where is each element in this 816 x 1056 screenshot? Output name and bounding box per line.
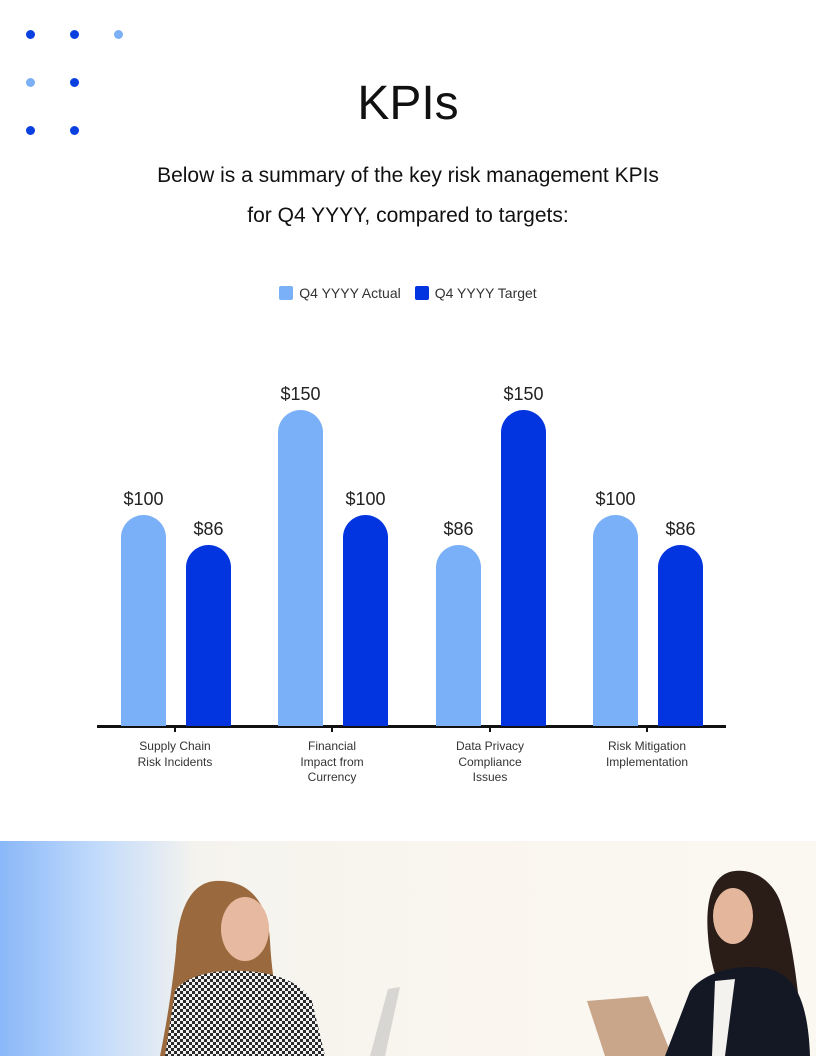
legend-item-actual: Q4 YYYY Actual (279, 285, 401, 301)
bar-value-label: $150 (503, 384, 544, 404)
x-axis-tick (489, 727, 491, 732)
bar-value-label: $86 (443, 518, 474, 539)
legend-label-target: Q4 YYYY Target (434, 285, 537, 301)
bar-target (658, 544, 703, 726)
decorative-dot (69, 29, 79, 39)
legend-item-target: Q4 YYYY Target (414, 285, 537, 301)
chart-legend: Q4 YYYY Actual Q4 YYYY Target (0, 285, 816, 301)
bar-target (501, 410, 546, 726)
x-axis-category-label: Financial Impact from Currency (300, 739, 364, 784)
x-axis-tick (646, 727, 648, 732)
bar-value-label: $100 (345, 489, 386, 510)
decorative-dot (113, 29, 123, 39)
bar-value-label: $100 (123, 489, 164, 510)
x-axis-category-label: Supply Chain Risk Incidents (137, 739, 213, 769)
x-axis-category-label: Data Privacy Compliance Issues (455, 739, 525, 784)
x-axis-category-label: Risk Mitigation Implementation (605, 739, 689, 769)
decorative-dot (25, 77, 35, 87)
bar-actual (593, 515, 638, 726)
legend-swatch-actual (279, 286, 294, 300)
decorative-dot (25, 29, 35, 39)
bar-chart: $100 $86 Supply Chain Risk Incidents $150 $10… (97, 384, 726, 784)
legend-swatch-target (414, 286, 429, 300)
bar-target (186, 544, 231, 726)
decorative-dot (69, 77, 79, 87)
x-axis-tick (174, 727, 176, 732)
decorative-dot (69, 125, 79, 135)
bar-actual (278, 410, 323, 726)
legend-label-actual: Q4 YYYY Actual (299, 285, 401, 301)
page-title: KPIs (357, 77, 459, 130)
decorative-dot (25, 125, 35, 135)
bar-value-label: $150 (280, 384, 321, 404)
x-axis-line (97, 725, 726, 728)
subtitle-line-1: Below is a summary of the key risk manag… (157, 164, 659, 187)
meeting-photo-illustration (160, 870, 810, 1056)
page-subtitle: Below is a summary of the key risk manag… (0, 156, 816, 236)
bar-value-label: $86 (665, 518, 696, 539)
bar-actual (436, 544, 481, 726)
bar-value-label: $86 (193, 518, 224, 539)
subtitle-line-2: for Q4 YYYY, compared to targets: (247, 204, 569, 227)
hero-photo (0, 841, 816, 1056)
x-axis-tick (331, 727, 333, 732)
bar-target (343, 515, 388, 726)
bar-actual (121, 515, 166, 726)
bar-value-label: $100 (595, 489, 636, 510)
